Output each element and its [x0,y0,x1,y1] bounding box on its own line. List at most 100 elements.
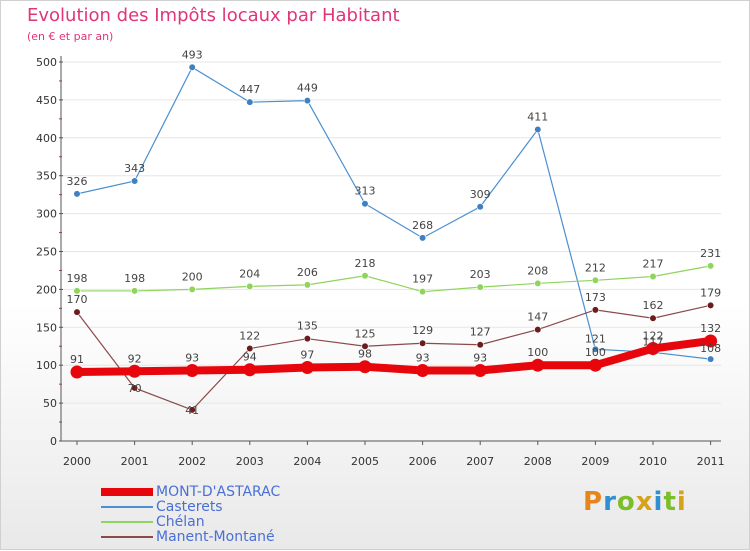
proxiti-logo: Proxiti [583,487,687,517]
y-tick-label: 350 [36,170,57,183]
x-tick-label: 2006 [409,455,437,468]
data-point-mont-dastarac [704,334,718,348]
data-point-ch-lan [476,283,484,291]
y-tick-label: 200 [36,283,57,296]
data-point-casterets [534,125,542,134]
legend-label: Chélan [156,514,205,530]
x-tick-label: 2002 [178,455,206,468]
data-label-ch-lan: 203 [470,268,491,281]
data-point-manent-montan- [73,308,81,316]
y-tick-label: 100 [36,359,57,372]
x-tick-label: 2000 [63,455,91,468]
data-point-mont-dastarac [531,358,545,372]
data-label-casterets: 108 [700,342,721,355]
series-line-casterets [76,66,711,360]
data-point-ch-lan [73,287,81,295]
data-label-manent-montan-: 162 [643,299,664,312]
data-label-ch-lan: 217 [643,258,664,271]
data-point-manent-montan- [706,301,715,309]
data-label-mont-d-astarac: 93 [185,352,199,365]
legend-label: MONT-D'ASTARAC [156,484,281,500]
legend-swatch [101,521,153,523]
data-label-manent-montan-: 179 [700,286,721,299]
data-label-casterets: 268 [412,219,433,232]
data-label-casterets: 121 [585,332,606,345]
data-point-casterets [591,345,600,353]
data-point-mont-dastarac [358,360,372,374]
data-point-manent-montan- [303,335,312,343]
logo-letter: P [583,487,604,517]
x-tick-label: 2008 [524,455,552,468]
data-label-casterets: 447 [239,83,260,96]
data-point-casterets [246,98,254,106]
y-tick-label: 250 [36,246,57,259]
data-point-mont-dastarac [473,364,487,378]
y-tick-label: 50 [43,397,57,410]
data-label-mont-d-astarac: 91 [70,353,84,366]
data-label-casterets: 309 [470,188,491,201]
data-point-manent-montan- [361,342,369,350]
data-point-casterets [361,200,369,208]
data-point-ch-lan [303,281,312,289]
legend-swatch [101,506,153,508]
data-label-manent-montan-: 173 [585,291,606,304]
data-point-ch-lan [649,272,657,281]
data-point-manent-montan- [188,406,196,414]
y-tick-label: 400 [36,132,57,145]
data-label-mont-d-astarac: 98 [358,348,372,361]
data-point-ch-lan [361,272,369,280]
data-point-mont-dastarac [300,360,314,374]
logo-letter: i [676,487,687,517]
data-point-ch-lan [188,285,196,294]
x-tick-label: 2004 [293,455,321,468]
data-label-manent-montan-: 122 [239,330,260,343]
legend-label: Casterets [156,499,223,515]
y-tick-label: 150 [36,321,57,334]
series-line-mont-dastarac [73,336,715,377]
data-point-ch-lan [419,288,427,296]
logo-letter: i [653,487,664,517]
data-point-ch-lan [706,262,715,270]
data-label-ch-lan: 206 [297,266,318,279]
series-line-manent-montan- [76,304,711,411]
legend-swatch [101,488,153,496]
data-point-casterets [73,190,81,198]
data-label-manent-montan-: 125 [355,327,376,340]
data-label-manent-montan-: 41 [185,404,199,417]
data-label-ch-lan: 198 [124,272,145,285]
legend-swatch [101,536,153,538]
chart-title: Evolution des Impôts locaux par Habitant [27,5,400,26]
series-line-ch-lan [77,265,711,293]
x-tick-label: 2001 [121,455,149,468]
data-point-casterets [476,203,484,211]
data-point-manent-montan- [419,339,427,347]
data-label-mont-d-astarac: 100 [585,346,606,359]
data-label-casterets: 449 [297,82,318,95]
logo-letter: t [663,487,677,517]
data-label-casterets: 326 [67,175,88,188]
data-point-manent-montan- [131,384,139,392]
y-tick-label: 500 [36,56,57,69]
data-point-ch-lan [591,276,600,284]
data-label-casterets: 493 [182,48,203,61]
data-point-mont-dastarac [243,363,257,377]
data-point-casterets [419,234,427,242]
data-point-casterets [706,355,715,363]
data-point-manent-montan- [591,306,600,314]
data-label-mont-d-astarac: 93 [473,352,487,365]
data-point-mont-dastarac [646,342,660,356]
x-tick-label: 2011 [697,455,725,468]
x-tick-label: 2010 [639,455,667,468]
data-point-mont-dastarac [588,358,602,372]
x-tick-label: 2007 [466,455,494,468]
data-label-ch-lan: 197 [412,273,433,286]
data-point-manent-montan- [649,314,657,322]
data-label-mont-d-astarac: 122 [643,330,664,343]
data-point-mont-dastarac [416,364,430,378]
x-tick-label: 2003 [236,455,264,468]
data-point-mont-dastarac [128,364,142,378]
x-tick-label: 2005 [351,455,379,468]
y-tick-label: 0 [50,435,57,448]
